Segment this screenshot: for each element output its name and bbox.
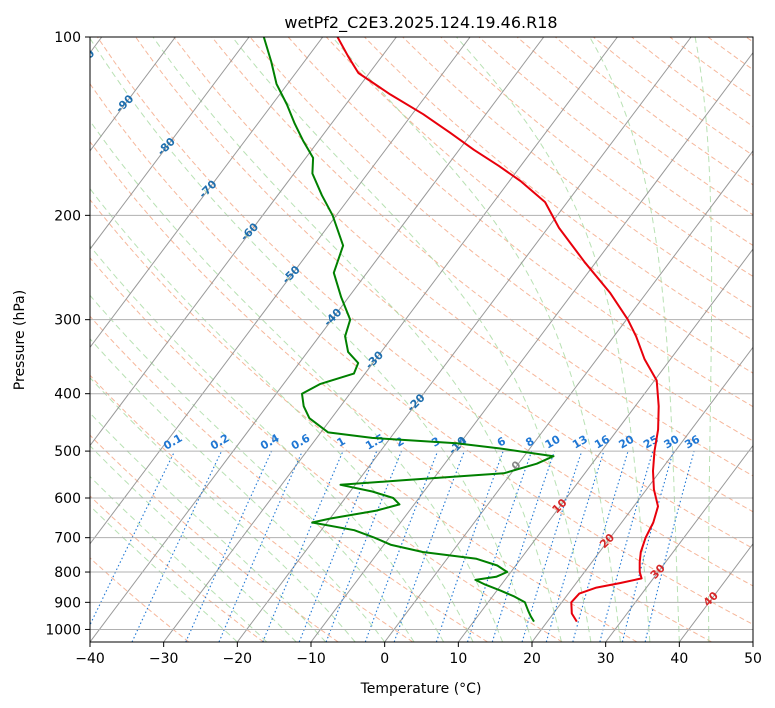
isotherm — [163, 37, 618, 642]
x-axis-ticks: −40 −30 −20 −10 0 10 20 30 40 50 — [75, 642, 762, 667]
mixing-ratio-line — [545, 450, 605, 642]
y-tick-label: 600 — [54, 491, 81, 507]
moist-adiabat — [90, 445, 297, 642]
moist-adiabat — [152, 37, 562, 642]
isotherm — [90, 37, 324, 349]
dry-adiabat — [90, 434, 339, 642]
mixing-ratio-line — [572, 450, 629, 642]
dry-adiabat — [90, 257, 563, 642]
mixing-ratio-line — [185, 450, 273, 642]
plot-frame — [89, 36, 754, 643]
isotherm — [384, 150, 753, 642]
axes-frame — [89, 36, 754, 643]
isotherm — [90, 37, 176, 152]
mixing-ratio-line — [621, 450, 674, 642]
mixing-ratio-line — [262, 450, 344, 642]
mixing-ratio-line — [393, 450, 465, 642]
y-tick-label: 500 — [54, 444, 81, 460]
x-tick-label: −10 — [296, 651, 326, 667]
mixing-ratio-line — [644, 450, 695, 642]
dry-adiabat — [211, 37, 753, 477]
moist-adiabat — [694, 37, 713, 642]
mixing-ratio-line — [599, 450, 654, 642]
isotherm — [236, 37, 692, 642]
isotherm — [90, 37, 397, 447]
y-tick-label: 100 — [54, 30, 81, 46]
moist-adiabat — [90, 505, 238, 642]
dry-adiabat — [90, 495, 264, 642]
dry-adiabat — [96, 37, 753, 587]
isotherm — [90, 37, 545, 642]
x-tick-label: −30 — [149, 651, 179, 667]
y-tick-label: 800 — [54, 565, 81, 581]
x-axis-label: Temperature (°C) — [360, 681, 482, 697]
moist-adiabat — [456, 37, 651, 642]
chart-title: wetPf2_C2E3.2025.124.19.46.R18 — [284, 13, 557, 33]
isotherm — [457, 248, 753, 642]
x-tick-label: 30 — [597, 651, 615, 667]
y-tick-label: 400 — [54, 387, 81, 403]
mixing-ratio-line — [218, 450, 303, 642]
dry-adiabat — [90, 198, 638, 642]
moist-adiabat — [231, 37, 592, 642]
y-tick-label: 200 — [54, 208, 81, 224]
isotherm — [310, 51, 753, 642]
mixing-ratio-line — [90, 450, 176, 627]
dry-adiabat — [90, 83, 753, 625]
moist-adiabat — [90, 37, 533, 642]
moist-adiabat — [90, 412, 327, 642]
dry-adiabat — [249, 37, 753, 442]
temperature-profile — [336, 37, 660, 623]
mixing-ratio-line — [466, 450, 533, 642]
moist-adiabat — [90, 120, 503, 642]
y-tick-label: 1000 — [45, 622, 81, 638]
moist-adiabat — [90, 294, 415, 642]
x-tick-label: −20 — [223, 651, 253, 667]
x-tick-label: −40 — [75, 651, 105, 667]
y-axis-ticks: 100 200 300 400 500 600 700 800 900 1000 — [45, 30, 90, 638]
moist-adiabat — [90, 475, 268, 642]
mixing-ratio-line — [521, 450, 583, 642]
mixing-ratio-line — [435, 450, 504, 642]
dry-adiabat — [90, 557, 190, 642]
isotherm — [90, 37, 250, 250]
moist-adiabat — [90, 377, 356, 642]
dry-adiabat — [90, 140, 712, 642]
y-tick-label: 700 — [54, 531, 81, 547]
isotherm — [752, 641, 753, 642]
moist-adiabat — [589, 37, 680, 642]
mixing-ratio-line — [298, 450, 378, 642]
dry-adiabat — [90, 315, 488, 642]
dry-adiabat — [173, 37, 753, 513]
dry-adiabat — [325, 37, 753, 374]
mixing-ratio-line — [325, 450, 403, 642]
isotherm — [531, 346, 753, 642]
profiles — [262, 37, 660, 623]
isotherm — [605, 444, 753, 642]
x-tick-label: 10 — [449, 651, 467, 667]
y-tick-label: 900 — [54, 595, 81, 611]
background-lines — [90, 37, 753, 642]
dry-adiabat — [402, 37, 753, 309]
moist-adiabat — [90, 187, 474, 642]
moist-adiabat — [331, 37, 621, 642]
y-tick-label: 300 — [54, 313, 81, 329]
mixing-ratio-line — [491, 450, 555, 642]
mixing-ratio-line — [364, 450, 439, 642]
x-tick-label: 0 — [380, 651, 389, 667]
y-axis-label: Pressure (hPa) — [12, 290, 28, 390]
x-tick-label: 50 — [744, 651, 762, 667]
x-tick-label: 40 — [670, 651, 688, 667]
x-tick-label: 20 — [523, 651, 541, 667]
dry-adiabat — [364, 37, 753, 341]
isotherm — [90, 37, 471, 545]
dewpoint-profile — [262, 37, 555, 623]
